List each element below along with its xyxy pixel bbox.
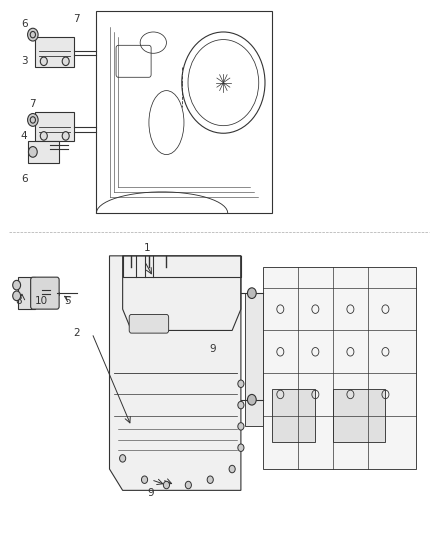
Circle shape [120,455,126,462]
Circle shape [141,476,148,483]
Circle shape [13,291,21,301]
Circle shape [207,476,213,483]
Text: 9: 9 [148,488,155,498]
Circle shape [28,147,37,157]
FancyBboxPatch shape [35,37,74,67]
Circle shape [229,465,235,473]
Circle shape [163,481,170,489]
Circle shape [238,423,244,430]
FancyBboxPatch shape [18,277,35,309]
FancyBboxPatch shape [28,141,59,163]
FancyBboxPatch shape [333,389,385,442]
Circle shape [238,380,244,387]
Polygon shape [110,256,241,490]
Text: 5: 5 [64,296,71,306]
Circle shape [238,444,244,451]
Circle shape [40,57,47,66]
Circle shape [28,114,38,126]
Text: 2: 2 [73,328,80,338]
Text: 7: 7 [29,99,36,109]
Text: 6: 6 [21,19,28,29]
Circle shape [185,481,191,489]
Text: 8: 8 [15,296,22,306]
Text: 4: 4 [21,131,28,141]
FancyBboxPatch shape [31,277,59,309]
FancyBboxPatch shape [245,293,263,426]
Circle shape [13,280,21,290]
Text: 3: 3 [21,56,28,66]
Circle shape [247,288,256,298]
Polygon shape [263,266,416,469]
Circle shape [247,394,256,405]
FancyBboxPatch shape [272,389,315,442]
Circle shape [40,132,47,140]
FancyBboxPatch shape [129,314,169,333]
Text: 6: 6 [21,174,28,183]
Text: 10: 10 [35,296,48,306]
Circle shape [28,28,38,41]
Text: 1: 1 [143,243,150,253]
Text: 9: 9 [209,344,216,354]
FancyBboxPatch shape [35,112,74,141]
Circle shape [62,132,69,140]
Circle shape [238,401,244,409]
Text: 7: 7 [73,14,80,23]
Circle shape [62,57,69,66]
